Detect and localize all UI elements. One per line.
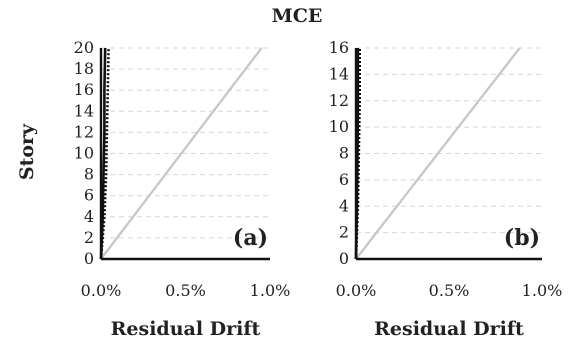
- y-tick-label-a-4: 8: [84, 165, 94, 184]
- y-tick-label-a-7: 14: [74, 101, 94, 120]
- y-tick-label-a-5: 10: [74, 144, 94, 163]
- x-tick-label-a-1: 0.5%: [165, 281, 206, 300]
- y-tick-label-b-8: 16: [329, 38, 349, 57]
- y-tick-label-b-2: 4: [339, 196, 349, 215]
- x-tick-label-b-0: 0.0%: [336, 281, 377, 300]
- y-tick-label-a-2: 4: [84, 207, 94, 226]
- series-line-a-dotted: [99, 47, 110, 260]
- panel-label-b: (b): [504, 225, 540, 251]
- x-tick-label-b-2: 1.0%: [522, 281, 563, 300]
- y-tick-label-a-3: 6: [84, 186, 94, 205]
- chart-panel-b: 0 2 4 6 8 10 12 14 16 0.0% 0.5% 1.0% Residual Drift (…: [329, 38, 563, 340]
- y-tick-label-b-3: 6: [339, 170, 349, 189]
- series-line-a-limit: [100, 47, 263, 260]
- y-tick-label-b-0: 0: [339, 249, 349, 268]
- y-tick-label-b-1: 2: [339, 223, 349, 242]
- y-tick-label-b-6: 12: [329, 91, 349, 110]
- x-tick-label-b-1: 0.5%: [429, 281, 470, 300]
- figure-title: MCE: [272, 5, 323, 27]
- y-axis-label: Story: [16, 123, 38, 180]
- series-line-b-limit: [355, 47, 521, 260]
- series-line-a-solid: [99, 47, 107, 260]
- y-tick-label-a-9: 18: [74, 59, 94, 78]
- y-tick-label-a-6: 12: [74, 122, 94, 141]
- x-axis-label-b: Residual Drift: [374, 318, 524, 340]
- y-tick-label-b-4: 8: [339, 144, 349, 163]
- y-tick-label-a-8: 16: [74, 80, 94, 99]
- y-tick-label-a-0: 0: [84, 249, 94, 268]
- x-tick-label-a-0: 0.0%: [81, 281, 122, 300]
- y-tick-label-b-7: 14: [329, 64, 349, 83]
- panel-label-a: (a): [233, 225, 268, 251]
- chart-panel-a: 0 2 4 6 8 10 12 14 16 18 20 0.0% 0.5% 1.0% Residual Dr…: [74, 38, 291, 340]
- x-tick-label-a-2: 1.0%: [250, 281, 291, 300]
- y-tick-label-a-10: 20: [74, 38, 94, 57]
- x-axis-label-a: Residual Drift: [111, 318, 261, 340]
- y-tick-label-a-1: 2: [84, 228, 94, 247]
- y-tick-label-b-5: 10: [329, 117, 349, 136]
